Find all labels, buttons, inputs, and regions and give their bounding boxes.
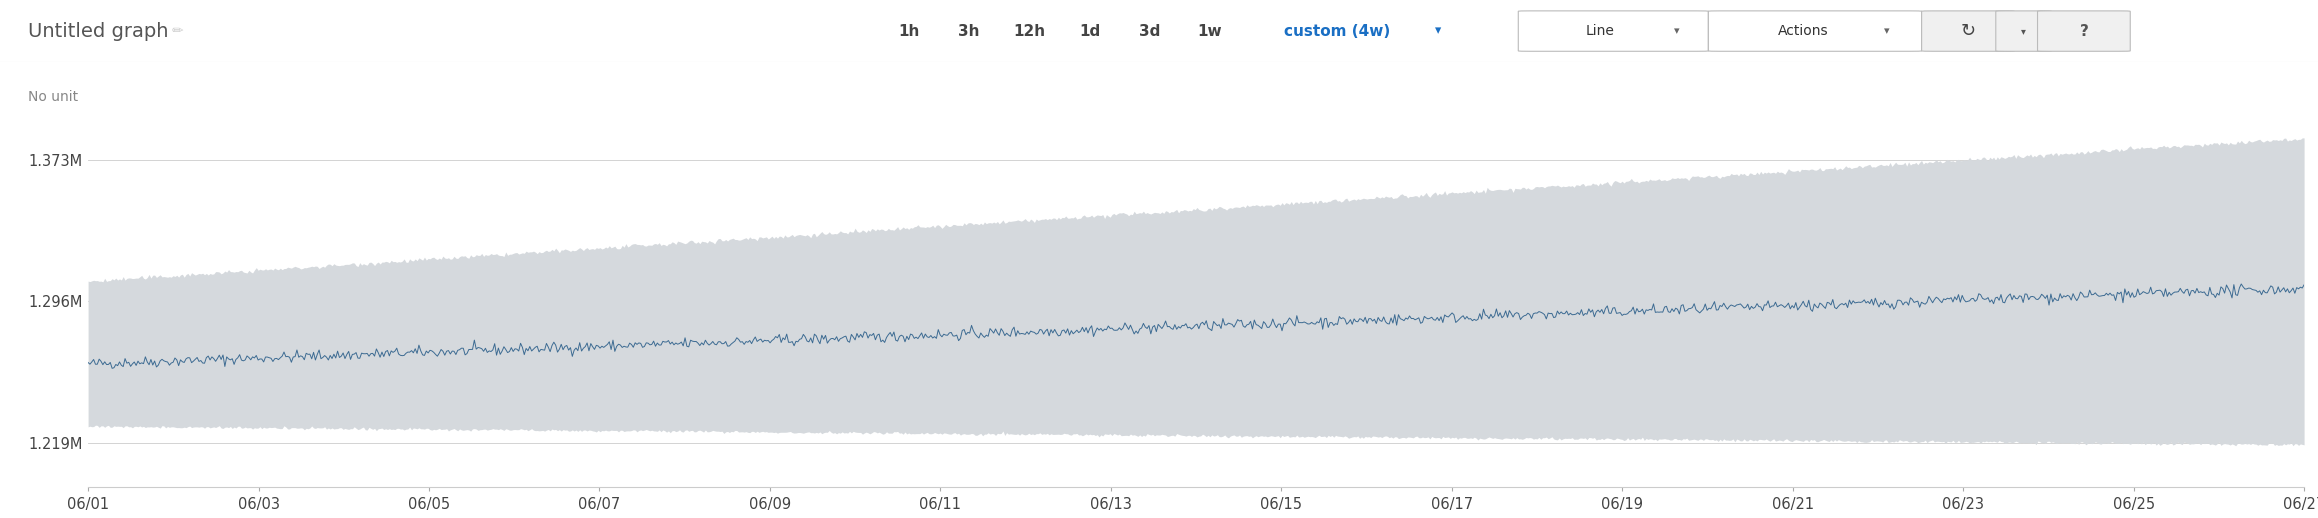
- Text: Line: Line: [1586, 24, 1613, 38]
- Text: No unit: No unit: [28, 90, 79, 104]
- Text: ↻: ↻: [1961, 22, 1975, 40]
- Text: 12h: 12h: [1013, 24, 1045, 38]
- Text: 3h: 3h: [957, 24, 981, 38]
- Text: ?: ?: [2079, 24, 2089, 38]
- Text: Untitled graph: Untitled graph: [28, 22, 169, 40]
- Text: ▾: ▾: [1674, 26, 1681, 36]
- Text: ✏: ✏: [172, 24, 183, 38]
- FancyBboxPatch shape: [1996, 11, 2051, 51]
- Text: custom (4w): custom (4w): [1284, 24, 1391, 38]
- Text: 1d: 1d: [1078, 24, 1101, 38]
- FancyBboxPatch shape: [1708, 11, 1922, 51]
- Text: 1w: 1w: [1198, 24, 1222, 38]
- FancyBboxPatch shape: [2038, 11, 2130, 51]
- FancyBboxPatch shape: [1922, 11, 2014, 51]
- Text: 3d: 3d: [1138, 24, 1161, 38]
- FancyBboxPatch shape: [1518, 11, 1708, 51]
- Text: ▾: ▾: [1435, 24, 1442, 38]
- Text: ▾: ▾: [2021, 26, 2026, 36]
- Text: 1h: 1h: [897, 24, 920, 38]
- Text: ▾: ▾: [1885, 26, 1889, 36]
- Text: Actions: Actions: [1778, 24, 1829, 38]
